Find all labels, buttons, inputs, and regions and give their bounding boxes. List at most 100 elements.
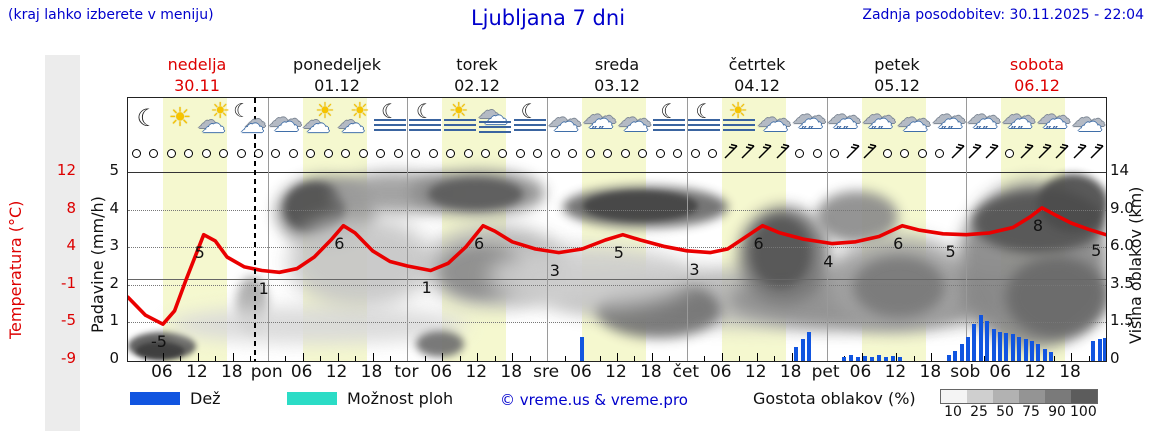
weather-icon: ☁ ☁ ☁	[896, 101, 932, 137]
moon-icon: ☾	[136, 104, 158, 132]
wind-barb-icon	[756, 143, 774, 161]
axis-tick-mark	[494, 356, 496, 361]
weather-icon: ☀ ☁ ☁	[197, 101, 233, 137]
temperature-curve	[128, 206, 1106, 326]
temperature-label: 6	[474, 233, 485, 253]
cloud-icon: ☁	[622, 108, 649, 138]
x-axis-label: 18	[1059, 362, 1081, 382]
precip-bar	[794, 346, 799, 361]
weather-icon: ☁ ☁ ☁ ″″	[861, 101, 897, 139]
axis-tick-mark	[232, 353, 234, 361]
cloud-axis-tick: 14	[1110, 161, 1130, 180]
weather-icon: ☾	[512, 101, 548, 137]
day-date: 05.12	[874, 76, 920, 95]
drizzle-icon: ″″	[1045, 125, 1060, 140]
drizzle-icon: ″″	[1010, 125, 1025, 140]
cloud-scale-segment	[967, 390, 993, 403]
weather-icon: ☾	[651, 101, 687, 137]
cloud-icon: ☁	[866, 105, 893, 135]
cloud-icon: ☁	[980, 104, 1001, 128]
day-header: nedelja 30.11	[127, 54, 267, 96]
precip-bar	[800, 339, 805, 361]
precip-bar	[959, 344, 964, 361]
legend-rain-label: Dež	[190, 389, 221, 408]
x-axis-label: 12	[1024, 362, 1046, 382]
x-axis-label: 18	[640, 362, 662, 382]
precip-bar	[991, 329, 996, 361]
axis-tick-mark	[1088, 356, 1090, 361]
calm-wind-icon	[603, 149, 613, 158]
weather-icon: ☾	[407, 101, 443, 137]
wind-barb-icon	[774, 143, 792, 161]
temperature-label: 6	[753, 233, 764, 253]
calm-wind-icon	[446, 149, 456, 158]
cloud-icon: ☁	[197, 109, 220, 134]
calm-wind-icon	[568, 149, 578, 158]
calm-wind-icon	[498, 149, 508, 158]
day-separator-line	[407, 98, 409, 361]
axis-tick-mark	[931, 353, 933, 361]
calm-wind-icon	[830, 149, 840, 158]
calm-wind-icon	[219, 149, 229, 158]
cloud-axis-tick: 0	[1110, 349, 1120, 367]
precip-bar	[1004, 332, 1009, 361]
cloud-icon: ☁	[797, 105, 824, 135]
cloud-icon: ☁	[971, 105, 998, 135]
cloud-icon: ☁	[244, 108, 267, 133]
axis-tick-mark	[704, 356, 706, 361]
day-date: 06.12	[1014, 76, 1060, 95]
x-axis-label: 18	[360, 362, 383, 382]
precip-bar	[978, 314, 983, 361]
temperature-label: 5	[613, 242, 624, 262]
precip-axis-tick: 5	[109, 161, 119, 180]
day-date: 30.11	[174, 76, 220, 95]
cloud-scale-segment	[941, 390, 967, 403]
cloud-icon: ☁	[806, 104, 827, 128]
weather-icon: ☀ ☁ ☁	[302, 101, 338, 137]
temperature-label: 6	[893, 233, 904, 253]
x-axis-label: 12	[884, 362, 907, 382]
axis-tick-mark	[861, 353, 863, 361]
x-axis-label: 18	[500, 362, 523, 382]
cloud-icon: ☁	[936, 105, 963, 135]
temp-axis-tick: 8	[66, 198, 76, 217]
fog-icon	[688, 119, 721, 132]
cloud-scale-tick: 10	[944, 404, 962, 420]
cloud-icon: ☁	[587, 105, 614, 135]
cloud-blob	[583, 191, 698, 221]
precip-bar	[1017, 336, 1022, 361]
day-header: petek 05.12	[827, 54, 967, 96]
temperature-label: 6	[334, 233, 345, 253]
x-axis-label: 06	[709, 362, 732, 382]
axis-tick-mark	[215, 356, 217, 361]
calm-wind-icon	[463, 149, 473, 158]
cloud-density-label: Gostota oblakov (%)	[753, 389, 916, 408]
cloud-icon: ☁	[337, 109, 360, 134]
gridline	[128, 247, 1106, 249]
temperature-label: 1	[258, 279, 269, 299]
axis-tick-mark	[1053, 356, 1055, 361]
x-axis-label: 06	[430, 362, 453, 382]
calm-wind-icon	[917, 149, 927, 158]
cloud-scale-tick: 25	[970, 404, 988, 420]
credit-link[interactable]: © vreme.us & vreme.pro	[500, 391, 688, 409]
precip-bar	[953, 350, 958, 361]
x-axis-label: 12	[465, 362, 488, 382]
precip-axis-tick: 4	[109, 198, 119, 217]
axis-tick-mark	[372, 353, 374, 361]
precip-axis-title: Padavine (mm/h)	[88, 196, 107, 334]
axis-tick-mark	[320, 356, 322, 361]
cloud-icon: ☁	[896, 104, 921, 132]
day-separator-line	[267, 98, 269, 361]
fog-icon	[408, 119, 441, 132]
day-date: 02.12	[454, 76, 500, 95]
temp-axis-tick: 4	[66, 236, 76, 255]
cloud-blob	[428, 178, 523, 210]
calm-wind-icon	[288, 149, 298, 158]
calm-wind-icon	[882, 149, 892, 158]
weather-icon: ☁ ☁ ☁ ″″	[1036, 101, 1072, 140]
weather-icon: ☁ ☁ ☁	[756, 101, 792, 137]
x-axis-label: 12	[605, 362, 627, 382]
weather-icon: ☾	[372, 101, 408, 137]
